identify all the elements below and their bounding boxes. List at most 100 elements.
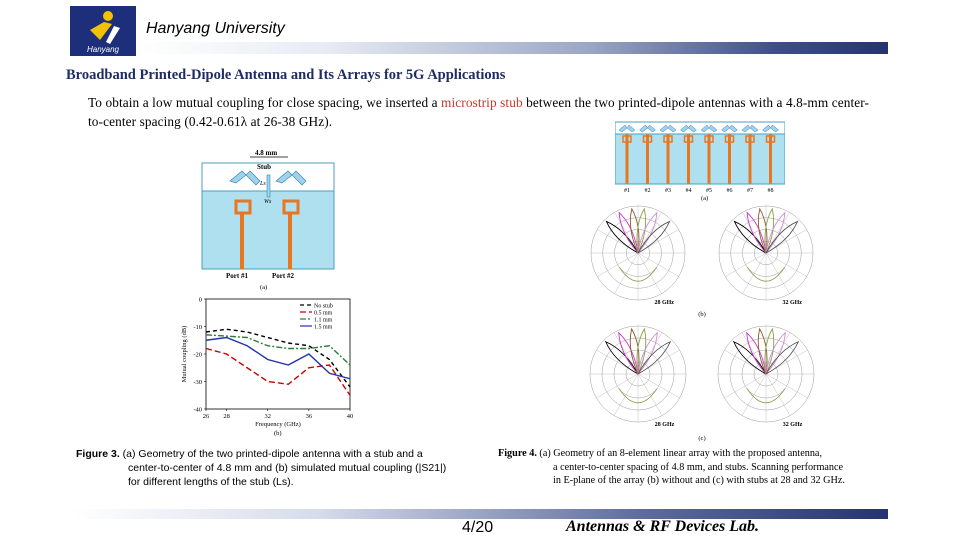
legend-label: 1.5 mm [314,324,333,330]
polar-grid-spoke [637,373,663,416]
y-tick-label: 0 [199,297,202,304]
figure4-array: #1 #2 #3 #4 #5 #6 #7 #8 (a) [614,120,786,202]
array-dipole-arm [708,124,718,133]
radiation-lobe [637,340,672,375]
y-axis-label: Mutual coupling (dB) [181,326,188,383]
back-lobe [746,266,786,282]
array-dipole-arm [770,124,779,133]
plot-area [205,298,351,410]
radiation-lobe [757,207,768,254]
array-dipole-arm [729,124,738,133]
array-balun [642,135,653,143]
ws-label: Ws [264,199,272,205]
legend-label: No stub [314,303,333,309]
hanyang-logo: Hanyang [70,6,136,56]
array-balun [745,135,755,143]
radiation-lobe [732,340,767,375]
polar-grid-spoke [614,252,639,294]
array-feed-line [748,134,752,184]
figure3-chart: 0 -10 -20 -30 -40 26 28 32 36 40 Frequency (GHz) Mu… [178,293,356,439]
array-feed-line [769,134,772,184]
series-line [205,328,351,388]
array-dipole-arm [647,124,656,133]
radiation-lobe [765,340,800,375]
x-tick-label: 26 [203,413,210,420]
radiation-lobe [765,211,786,254]
ls-label: Ls [259,181,266,187]
figure4-caption-line2: a center-to-center spacing of 4.8 mm, an… [553,461,844,473]
polar-plot: 32 GHz [717,325,815,428]
polar-sublabel: (b) [698,311,706,318]
radiation-lobe [636,207,647,254]
figure4-polar-row-c: 28 GHz 32 GHz (c) [572,318,832,442]
body-text: To obtain a low mutual coupling for clos… [88,93,878,131]
array-dipole-arm [667,124,677,133]
body-text-post: between the two printed-dipole antennas … [88,95,870,129]
figure4-caption: Figure 4. (a) Geometry of an 8-element l… [498,447,900,488]
polar-sublabel: (c) [698,435,705,442]
array-balun [663,135,673,143]
array-element-label: #8 [768,188,774,194]
polar-plot: 32 GHz [718,205,814,306]
polar-grid-spoke [765,252,790,294]
polar-freq-label: 28 GHz [655,422,675,428]
footer-bar [72,509,888,519]
radiation-lobe [629,207,640,254]
radiation-lobe [746,331,767,375]
x-tick-label: 40 [347,413,354,420]
polar-freq-label: 32 GHz [783,422,803,428]
radiation-lobe [637,331,658,375]
figure4-caption-label: Figure 4. [498,448,537,459]
polar-grid-spoke [637,373,680,399]
figure3-caption-line1: (a) Geometry of the two printed-dipole a… [119,448,423,460]
series-line [205,336,351,380]
radiation-lobe [765,220,799,254]
polar-plot: 28 GHz [590,205,686,306]
array-feed-line [728,134,731,184]
port1-label: Port #1 [226,272,248,280]
fig3a-sublabel: (a) [260,284,267,291]
array-element-label: #5 [706,188,712,194]
array-feed-line [666,134,670,184]
figure3-caption: Figure 3. (a) Geometry of the two printe… [76,447,476,489]
series-line [205,347,351,396]
polar-freq-label: 32 GHz [782,300,802,306]
array-feed-line [707,134,711,184]
spacing-label: 4.8 mm [255,149,277,157]
figure4-polar-row-b: 28 GHz 32 GHz (b) [572,200,832,318]
array-element-label: #7 [747,188,753,194]
array-balun [683,135,694,143]
radiation-lobe [765,331,786,375]
polar-grid-spoke [724,373,767,399]
polar-grid-spoke [613,373,639,416]
array-feed-line [625,134,629,184]
radiation-lobe [605,220,639,254]
array-element-label: #2 [645,188,651,194]
polar-grid-spoke [597,252,639,277]
polar-grid-spoke [637,252,679,277]
back-lobe [618,266,658,282]
fig4a-sublabel: (a) [701,195,708,202]
array-balun [622,135,632,143]
polar-freq-label: 28 GHz [654,300,674,306]
radiation-lobe [629,327,640,375]
legend-label: 0.5 mm [314,310,333,316]
figure3-caption-line2: center-to-center of 4.8 mm and (b) simul… [128,462,447,474]
figure3-caption-line3: for different lengths of the stub (Ls). [128,476,294,488]
array-element-label: #1 [624,188,630,194]
radiation-lobe [636,327,647,375]
body-text-pre: To obtain a low mutual coupling for clos… [88,95,442,110]
array-element-label: #4 [686,188,692,194]
figure4-caption-line3: in E-plane of the array (b) without and … [553,475,845,486]
polar-plot: 28 GHz [589,325,687,428]
polar-grid-spoke [742,252,767,294]
radiation-lobe [604,340,639,375]
array-balun [724,135,735,143]
radiation-lobe [618,331,639,375]
y-tick-label: -30 [193,379,202,386]
y-tick-label: -20 [193,352,202,359]
figure3-caption-label: Figure 3. [76,448,120,460]
body-highlight: microstrip stub [441,95,523,110]
polar-grid-spoke [725,252,767,277]
